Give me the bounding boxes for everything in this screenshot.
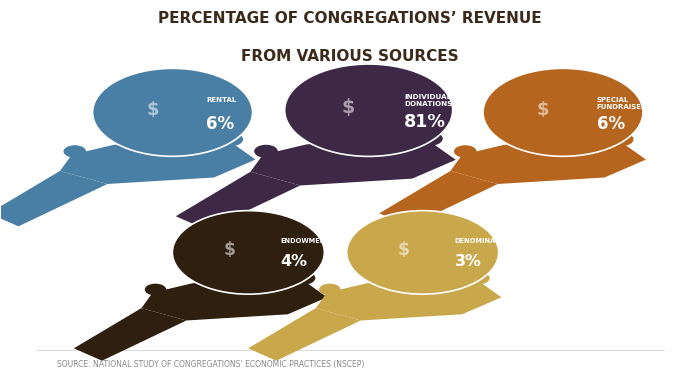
- Circle shape: [258, 268, 282, 281]
- Circle shape: [608, 132, 634, 146]
- Polygon shape: [0, 171, 107, 226]
- Polygon shape: [141, 279, 327, 320]
- Text: SOURCE: NATIONAL STUDY OF CONGREGATIONS’ ECONOMIC PRACTICES (NSCEP): SOURCE: NATIONAL STUDY OF CONGREGATIONS’…: [57, 360, 365, 369]
- Circle shape: [292, 272, 316, 284]
- Text: $: $: [398, 241, 410, 259]
- Text: $: $: [537, 101, 550, 119]
- Polygon shape: [316, 279, 501, 320]
- Text: FROM VARIOUS SOURCES: FROM VARIOUS SOURCES: [241, 49, 458, 64]
- Circle shape: [483, 68, 643, 156]
- Text: $: $: [223, 241, 235, 259]
- Circle shape: [363, 269, 387, 283]
- Text: 6%: 6%: [596, 115, 624, 132]
- Text: DENOMINATION: DENOMINATION: [454, 238, 514, 244]
- Polygon shape: [251, 139, 456, 185]
- Circle shape: [188, 269, 213, 283]
- Circle shape: [535, 127, 561, 142]
- Circle shape: [346, 211, 498, 294]
- Polygon shape: [176, 172, 300, 230]
- Circle shape: [222, 267, 246, 280]
- Circle shape: [416, 131, 442, 146]
- Text: $: $: [146, 101, 159, 119]
- Text: PERCENTAGE OF CONGREGATIONS’ REVENUE: PERCENTAGE OF CONGREGATIONS’ REVENUE: [158, 11, 542, 26]
- Circle shape: [254, 145, 278, 158]
- Polygon shape: [379, 171, 498, 226]
- Circle shape: [573, 129, 598, 143]
- Text: ENDOWMENT: ENDOWMENT: [280, 238, 330, 244]
- Circle shape: [454, 145, 477, 157]
- Polygon shape: [74, 308, 186, 361]
- Circle shape: [218, 132, 243, 146]
- Circle shape: [109, 130, 135, 144]
- Circle shape: [182, 129, 208, 143]
- Circle shape: [432, 268, 456, 281]
- Circle shape: [500, 130, 526, 144]
- Text: 6%: 6%: [206, 115, 235, 132]
- Text: SPECIAL
FUNDRAISERS: SPECIAL FUNDRAISERS: [596, 97, 652, 110]
- Circle shape: [145, 127, 171, 142]
- Circle shape: [302, 128, 330, 143]
- Circle shape: [466, 272, 490, 284]
- Polygon shape: [450, 140, 646, 184]
- Text: INDIVIDUAL
DONATIONS: INDIVIDUAL DONATIONS: [404, 94, 452, 107]
- Text: 3%: 3%: [454, 254, 482, 269]
- Circle shape: [64, 145, 86, 157]
- Circle shape: [340, 126, 367, 141]
- Polygon shape: [60, 140, 256, 184]
- Circle shape: [172, 211, 324, 294]
- Circle shape: [396, 267, 421, 280]
- Circle shape: [92, 68, 253, 156]
- Circle shape: [145, 284, 166, 295]
- Text: 81%: 81%: [404, 113, 446, 130]
- Text: $: $: [341, 98, 354, 117]
- Text: 4%: 4%: [280, 254, 307, 269]
- Polygon shape: [248, 308, 360, 361]
- Circle shape: [319, 284, 340, 295]
- Circle shape: [379, 127, 406, 142]
- Circle shape: [285, 64, 453, 156]
- Text: RENTAL: RENTAL: [206, 97, 237, 103]
